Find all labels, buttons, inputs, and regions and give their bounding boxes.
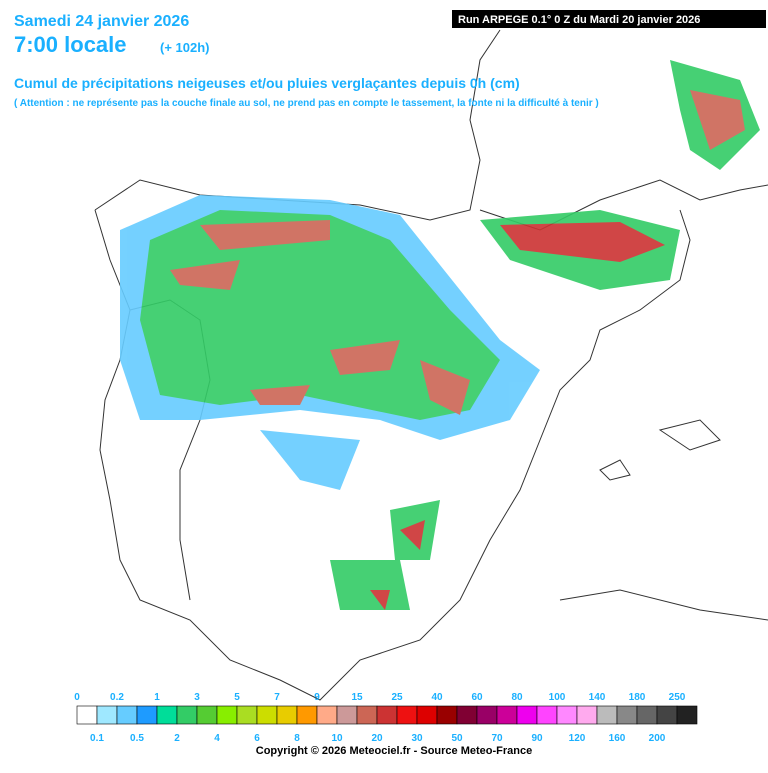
legend-swatch [656,705,678,725]
legend-label: 25 [391,692,403,703]
legend-label: 120 [569,733,586,744]
legend-swatch [476,705,498,725]
legend-swatch [156,705,178,725]
islands [599,419,721,481]
legend-swatch [316,705,338,725]
legend-swatch [456,705,478,725]
legend-label: 2 [174,733,180,744]
legend-swatch [516,705,538,725]
legend-label: 250 [669,692,686,703]
legend-label: 80 [511,692,523,703]
legend-label: 100 [549,692,566,703]
legend-swatch [276,705,298,725]
legend-swatch [436,705,458,725]
run-label: Run ARPEGE 0.1° 0 Z du Mardi 20 janvier … [458,14,700,26]
legend-label: 30 [411,733,423,744]
legend-swatch [396,705,418,725]
legend-swatch [356,705,378,725]
legend-label: 10 [331,733,343,744]
legend-swatch [176,705,198,725]
legend-swatch [556,705,578,725]
precipitation-field [120,60,760,610]
coastline-south [94,209,691,701]
area-heavy [170,220,470,415]
area-alps-heavy [690,90,745,150]
legend-label: 50 [451,733,463,744]
legend-label: 90 [531,733,543,744]
legend-label: 0 [74,692,80,703]
legend-label: 180 [629,692,646,703]
legend-swatch [676,705,698,725]
date: Samedi 24 janvier 2026 [14,13,189,30]
legend-swatch [196,705,218,725]
legend-label: 9 [314,692,320,703]
legend-label: 160 [609,733,626,744]
legend-swatch [576,705,598,725]
legend-label: 70 [491,733,503,744]
legend-swatch [496,705,518,725]
legend-label: 4 [214,733,220,744]
lead-time: (+ 102h) [160,40,210,55]
legend-swatch [536,705,558,725]
legend-swatch [636,705,658,725]
map-note: ( Attention : ne représente pas la couch… [14,98,599,109]
coastline-africa [559,589,768,621]
legend-swatch [116,705,138,725]
area-south-heavy [370,520,425,610]
legend-swatch [96,705,118,725]
legend-label: 3 [194,692,200,703]
legend-swatch [416,705,438,725]
legend-label: 6 [254,733,260,744]
legend-swatch [136,705,158,725]
legend-swatch [236,705,258,725]
legend-label: 60 [471,692,483,703]
legend-label: 40 [431,692,443,703]
legend-swatch [376,705,398,725]
legend-swatch [296,705,318,725]
legend-label: 200 [649,733,666,744]
legend-label: 1 [154,692,160,703]
legend-swatch [216,705,238,725]
map-title: Cumul de précipitations neigeuses et/ou … [14,75,520,91]
legend-label: 20 [371,733,383,744]
legend-label: 5 [234,692,240,703]
legend-label: 140 [589,692,606,703]
legend-label: 15 [351,692,363,703]
legend-label: 0.2 [110,692,124,703]
legend-label: 0.5 [130,733,144,744]
legend-swatch [336,705,358,725]
legend-label: 7 [274,692,280,703]
legend-label: 8 [294,733,300,744]
copyright: Copyright © 2026 Meteociel.fr - Source M… [256,745,532,757]
legend-label: 0.1 [90,733,104,744]
legend-swatch [596,705,618,725]
run-banner [452,10,766,28]
legend-swatch [616,705,638,725]
area-center [260,430,360,490]
legend-swatch [256,705,278,725]
legend-swatch [76,705,98,725]
area-pyrenees-heavy [500,222,665,262]
time: 7:00 locale [14,32,127,57]
legend: 0 0.1 0.2 0.5 1 2 3 4 5 6 7 8 9 10 15 20 25 30 40 50 60 70 80 9… [74,692,698,744]
